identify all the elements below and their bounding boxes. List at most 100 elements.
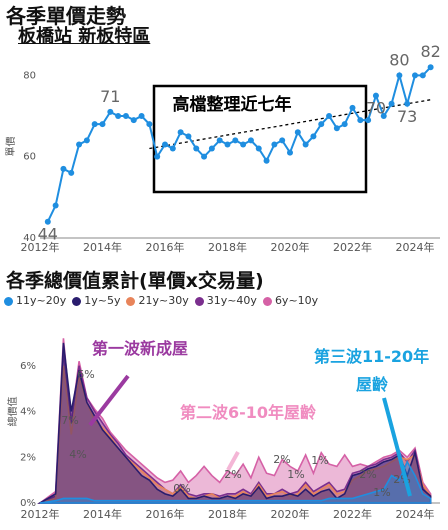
data-label: 0% — [173, 482, 190, 495]
chart2-legend: 11y~20y 1y~5y 21y~30y 31y~40y 6y~10y — [4, 294, 324, 307]
price-point — [122, 113, 129, 119]
annotation-arrow2 — [226, 451, 240, 471]
price-point — [115, 113, 122, 119]
price-point — [130, 117, 137, 124]
legend-item: 11y~20y — [4, 294, 66, 307]
x-tick-label: 2022年 — [333, 240, 372, 254]
price-point — [146, 121, 153, 128]
price-point — [333, 125, 340, 132]
annotation-box — [152, 84, 368, 194]
legend-item: 6y~10y — [262, 294, 319, 307]
legend-item: 31y~40y — [194, 294, 257, 307]
price-point — [365, 117, 372, 124]
x-tick-label: 2016年 — [146, 507, 185, 521]
price-point — [240, 141, 247, 148]
chart-title: 各季單價走勢 — [6, 4, 126, 28]
price-point — [396, 72, 403, 79]
price-point — [68, 169, 75, 176]
annotation-wave1: 第一波新成屋 — [92, 339, 188, 358]
legend-swatch — [194, 296, 204, 306]
price-point — [404, 100, 411, 107]
price-point — [232, 137, 239, 144]
price-point — [162, 141, 168, 148]
annotation-wave3-line2: 屋齡 — [356, 375, 388, 394]
price-point — [193, 145, 200, 152]
area-series — [37, 338, 432, 504]
price-point — [201, 153, 208, 160]
price-point — [271, 141, 278, 148]
data-label: 6% — [77, 368, 94, 381]
data-label: 2% — [359, 468, 376, 481]
legend-swatch — [72, 296, 82, 306]
legend-label: 1y~5y — [84, 294, 121, 307]
x-tick-label: 2018年 — [208, 240, 247, 254]
data-label: 82 — [420, 42, 440, 61]
price-point — [60, 165, 67, 172]
price-point — [310, 133, 317, 140]
data-label: 7% — [61, 414, 78, 427]
annotation-wave3: 第三波11-20年 — [314, 347, 429, 366]
price-point — [357, 117, 364, 124]
y-axis-label: 總價值 — [6, 397, 19, 427]
legend-label: 31y~40y — [206, 294, 257, 307]
price-point — [224, 141, 231, 148]
data-label: 1% — [287, 468, 304, 481]
chart2-title: 各季總價值累計(單價x交易量) — [6, 270, 264, 292]
price-point — [107, 108, 114, 115]
y-tick-label: 40 — [23, 233, 36, 244]
legend-item: 1y~5y — [72, 294, 120, 307]
area-series — [37, 342, 432, 504]
x-tick-label: 2014年 — [83, 240, 122, 254]
y-tick-label: 6% — [20, 361, 36, 372]
legend-label: 21y~30y — [138, 294, 189, 307]
x-tick-label: 2022年 — [333, 507, 372, 521]
price-point — [138, 113, 145, 119]
legend-label: 11y~20y — [16, 294, 67, 307]
x-tick-label: 2014年 — [83, 507, 122, 521]
price-point — [76, 141, 83, 148]
x-tick-label: 2016年 — [146, 240, 185, 254]
x-tick-label: 2020年 — [271, 240, 310, 254]
annotation-arrow1 — [88, 374, 130, 427]
data-label: 4% — [69, 448, 86, 461]
x-tick-label: 2012年 — [21, 240, 60, 254]
data-label: 44 — [38, 225, 58, 244]
price-point — [208, 145, 215, 152]
data-label: 1% — [373, 486, 390, 499]
annotation-wave2: 第二波6-10年屋齡 — [180, 403, 316, 422]
price-point — [177, 129, 184, 136]
x-tick-label: 2018年 — [208, 507, 247, 521]
x-tick-label: 2024年 — [396, 240, 435, 254]
price-point — [287, 149, 293, 156]
data-label: 70 — [366, 99, 386, 118]
x-tick-label: 2020年 — [271, 507, 310, 521]
annotation-arrow3 — [382, 397, 412, 497]
legend-label: 6y~10y — [274, 294, 319, 307]
y-tick-label: 0% — [20, 498, 36, 509]
chart-subtitle: 板橋站 新板特區 — [18, 26, 151, 47]
price-point — [255, 145, 262, 152]
y-tick-label: 80 — [23, 70, 36, 81]
data-label: 73 — [397, 107, 417, 126]
price-point — [419, 72, 426, 79]
price-point — [169, 145, 176, 152]
y-tick-label: 60 — [23, 152, 36, 163]
price-point — [91, 121, 98, 128]
price-point — [216, 137, 223, 144]
y-axis-label: 單價 — [4, 137, 17, 157]
price-point — [279, 137, 286, 144]
price-point — [154, 153, 161, 160]
price-point — [247, 137, 254, 144]
price-point — [349, 104, 356, 111]
price-point — [412, 72, 418, 79]
legend-swatch — [262, 296, 272, 306]
price-point — [326, 113, 333, 119]
legend-swatch — [4, 296, 13, 306]
legend-item: 21y~30y — [126, 294, 189, 307]
price-point — [380, 113, 387, 119]
y-tick-label: 4% — [20, 407, 36, 418]
price-point — [294, 129, 301, 136]
area-series — [39, 460, 432, 504]
x-tick-label: 2024年 — [396, 507, 435, 521]
